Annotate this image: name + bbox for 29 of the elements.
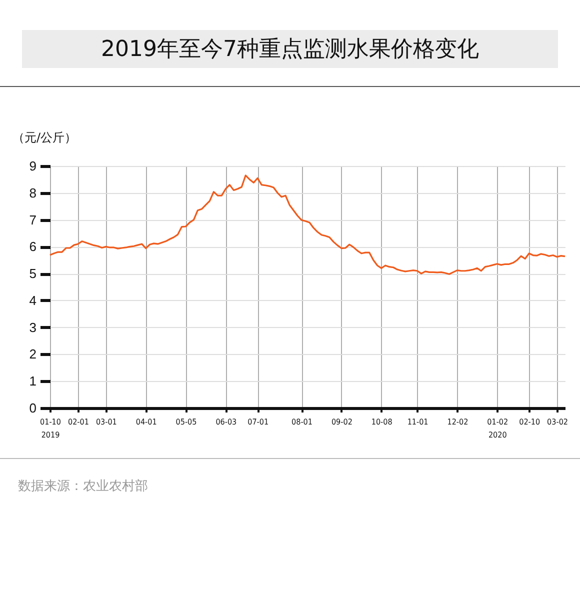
x-tick-label: 03-02 <box>547 418 568 426</box>
x-tick-label: 04-01 <box>136 418 157 426</box>
y-tick-label: 1 <box>29 374 36 389</box>
x-tick-label: 10-08 <box>371 418 393 426</box>
y-tick-label: 5 <box>29 266 36 282</box>
x-tick-label: 07-01 <box>248 418 269 426</box>
y-tick-label: 8 <box>29 185 36 200</box>
x-tick-label: 01-02 2020 <box>487 418 508 440</box>
chart-title: 2019年至今7种重点监测水果价格变化 <box>22 30 558 68</box>
x-tick-label: 02-10 <box>519 418 540 426</box>
x-tick-label: 09-02 <box>331 418 352 426</box>
source-note: 数据来源：农业农村部 <box>18 478 149 495</box>
y-axis-title: （元/公斤） <box>12 130 77 144</box>
x-tick-label: 11-01 <box>407 418 428 426</box>
y-tick-label: 4 <box>29 292 36 308</box>
x-tick-label: 12-02 <box>447 418 468 426</box>
y-tick-label: 2 <box>29 346 36 362</box>
y-tick-label: 0 <box>29 400 36 416</box>
x-tick-label: 02-01 <box>68 418 89 426</box>
y-tick-label: 3 <box>29 320 36 335</box>
x-tick-label: 06-03 <box>216 418 237 426</box>
y-tick-label: 6 <box>29 239 36 254</box>
y-tick-label: 9 <box>29 158 36 174</box>
line-series <box>49 174 566 275</box>
x-tick-label: 03-01 <box>96 418 117 426</box>
x-tick-label: 05-05 <box>176 418 197 426</box>
x-tick-label: 08-01 <box>292 418 312 426</box>
x-tick-label: 01-10 2019 <box>40 418 62 440</box>
y-tick-label: 7 <box>29 212 36 228</box>
